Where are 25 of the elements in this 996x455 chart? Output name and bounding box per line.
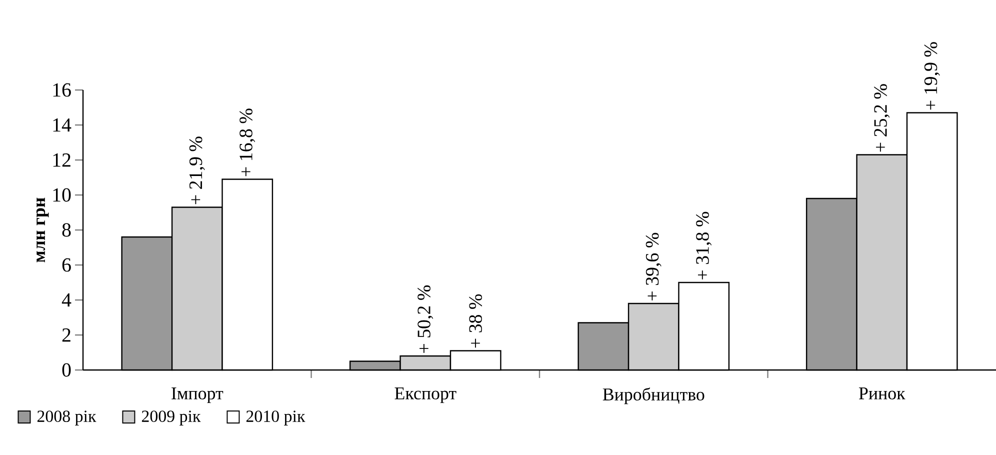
y-tick-label: 12: [53, 153, 70, 167]
annotation: + 16,8 %: [240, 108, 256, 176]
annotation: + 19,9 %: [924, 42, 940, 110]
y-tick-label: 10: [53, 188, 71, 202]
legend-label: 2008 рік: [37, 410, 96, 426]
y-axis-title: млн грн: [36, 198, 49, 262]
x-tick-label: Імпорт: [172, 387, 224, 404]
y-tick-label: 0: [62, 363, 71, 377]
y-tick-label: 6: [62, 258, 71, 272]
annotation: + 38 %: [469, 294, 482, 348]
x-tick-label: Експорт: [394, 387, 456, 404]
y-tick-label: 4: [62, 293, 72, 307]
legend-label: 2010 рік: [246, 410, 306, 426]
y-tick-label: 2: [62, 328, 70, 342]
legend-label: 2009 рік: [142, 410, 201, 426]
annotation: + 25,2 %: [874, 84, 890, 152]
annotation: + 39,6 %: [646, 232, 662, 300]
x-tick-label: Ринок: [858, 387, 906, 400]
annotation: + 31,8 %: [696, 212, 712, 280]
annotation: + 50,2 %: [418, 285, 434, 353]
y-tick-label: 14: [53, 118, 72, 132]
annotation: + 21,9 %: [189, 136, 205, 204]
y-tick-label: 16: [53, 83, 71, 97]
y-tick-label: 8: [62, 223, 71, 237]
x-tick-label: Виробництво: [602, 387, 704, 404]
